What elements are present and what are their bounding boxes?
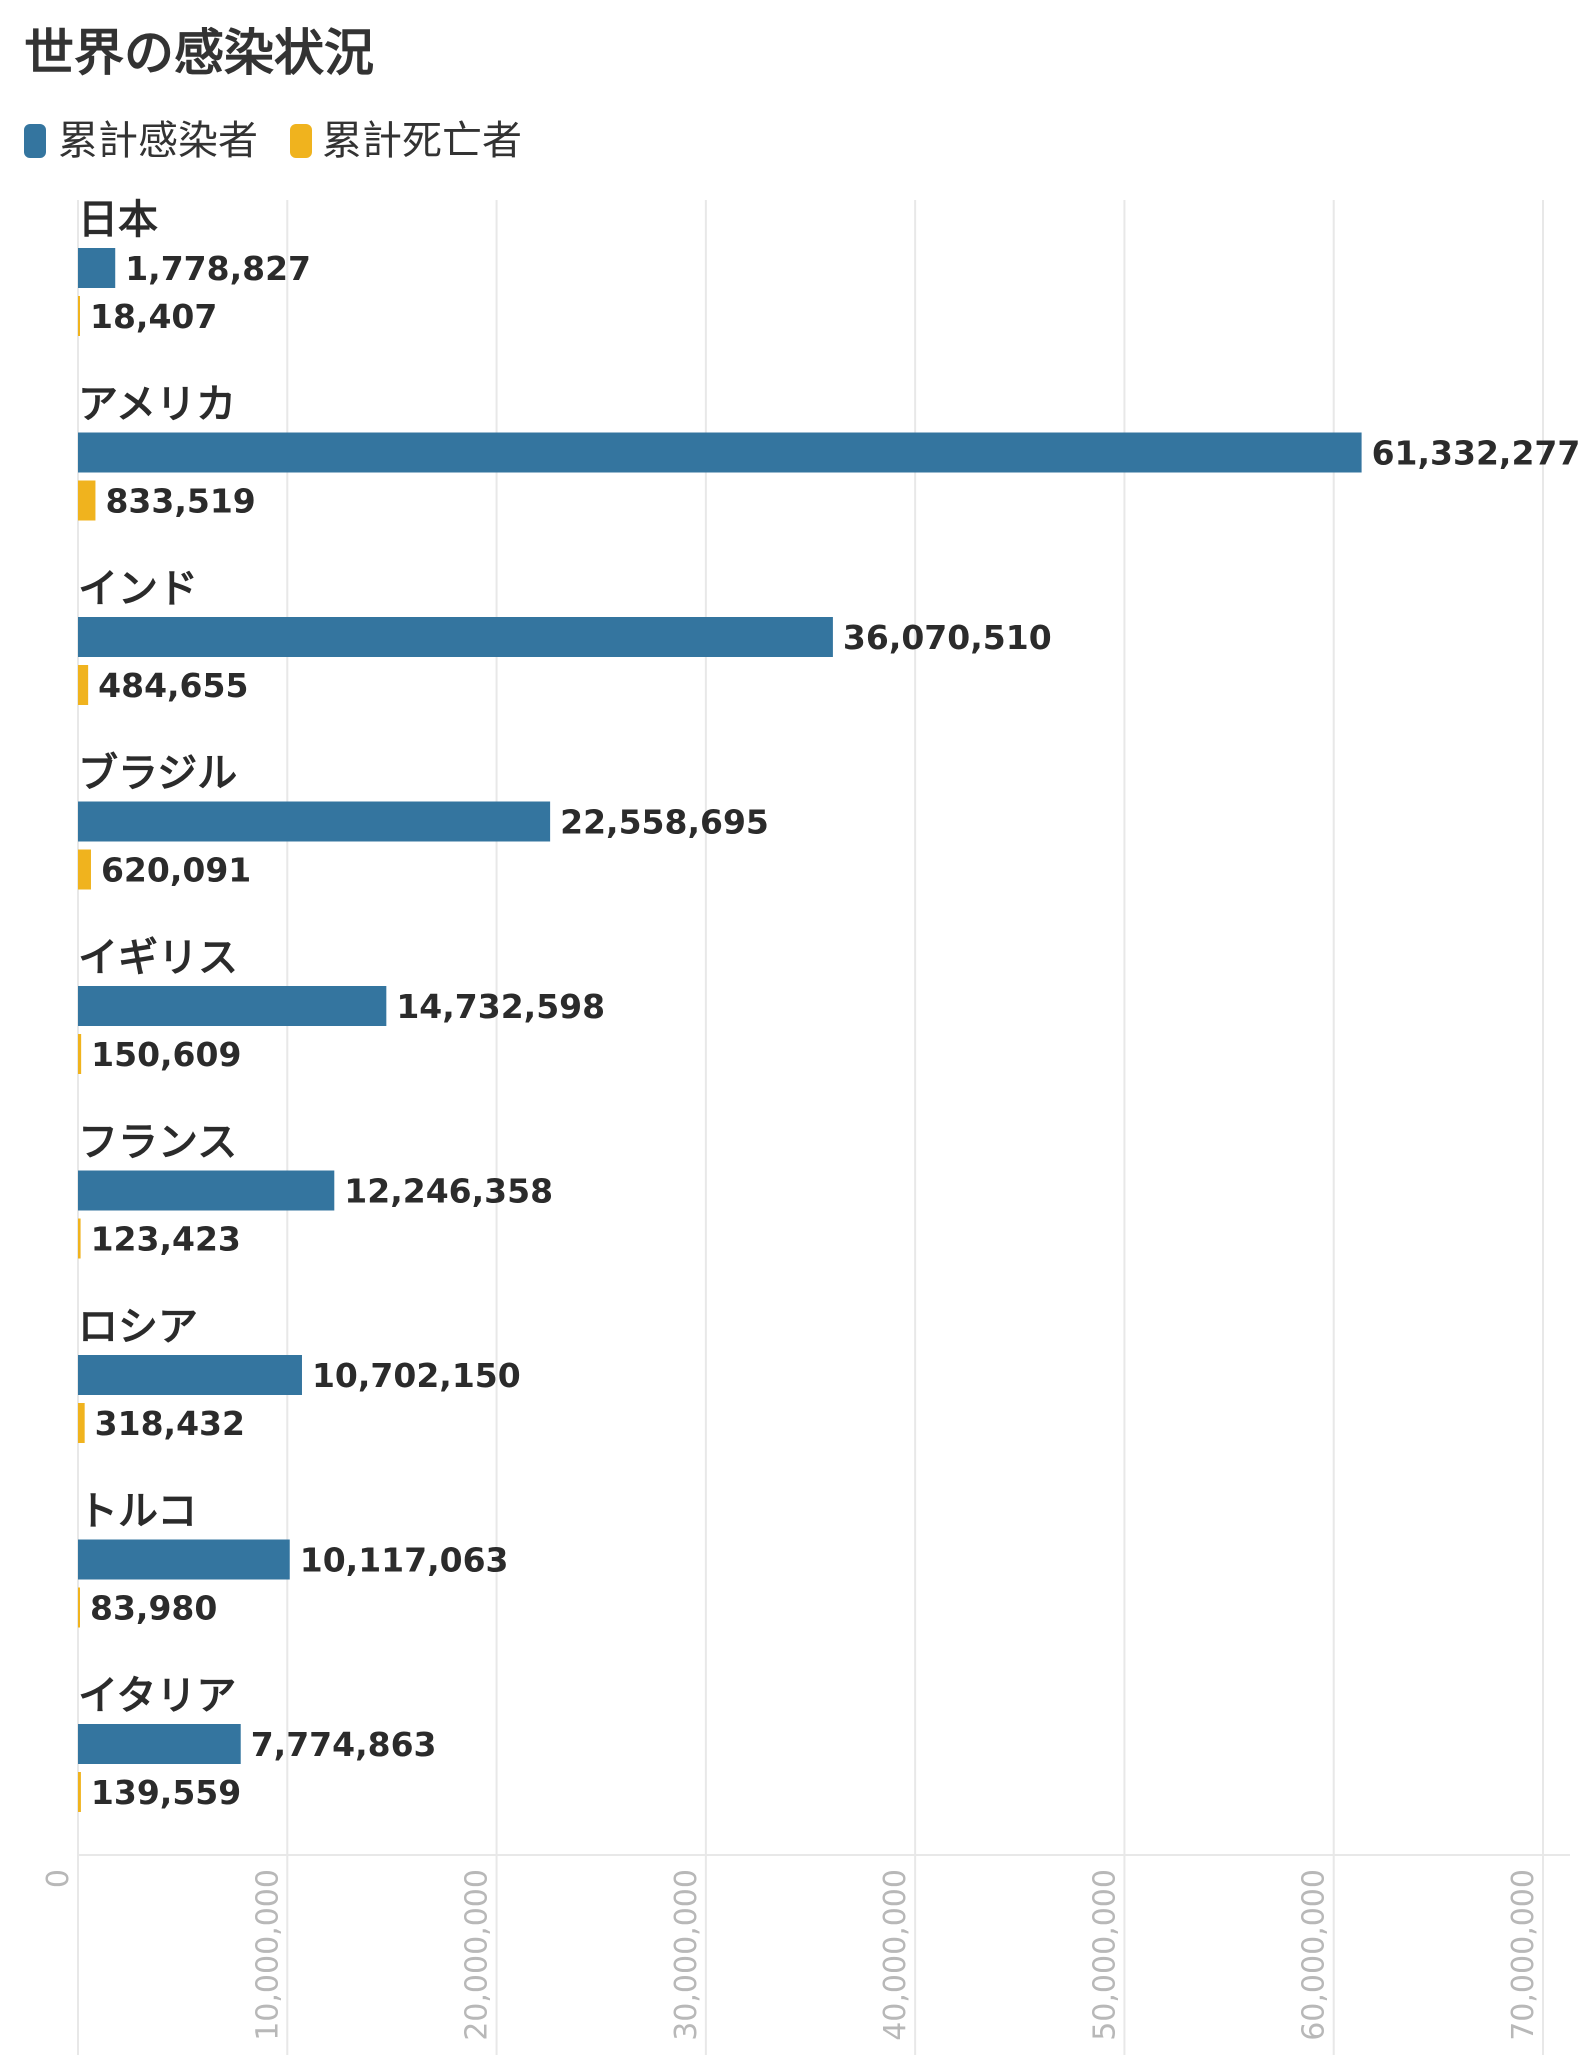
value-label-deaths: 318,432 (95, 1404, 245, 1443)
legend-label-deaths: 累計死亡者 (322, 118, 522, 164)
value-label-deaths: 18,407 (90, 297, 217, 336)
x-axis-ticks: 0 10,000,000 20,000,000 30,000,000 40,000,00… (41, 1869, 1541, 2041)
bar-infected (78, 432, 1362, 473)
category-label: 日本 (78, 197, 158, 243)
value-label-deaths: 620,091 (101, 851, 251, 890)
category-label: フランス (78, 1120, 237, 1166)
value-label-infected: 1,778,827 (125, 249, 311, 288)
x-tick-label: 50,000,000 (1087, 1869, 1122, 2041)
bar-infected (78, 248, 116, 288)
bar-infected (78, 617, 833, 657)
bar-infected (78, 801, 551, 842)
value-label-infected: 36,070,510 (843, 618, 1052, 657)
value-label-deaths: 123,423 (91, 1220, 241, 1259)
category-label: ロシア (78, 1304, 198, 1350)
value-label-deaths: 484,655 (98, 666, 248, 705)
bar-deaths (78, 849, 91, 890)
value-label-deaths: 150,609 (91, 1035, 241, 1074)
category-label: イギリス (78, 935, 238, 981)
x-tick-label: 60,000,000 (1297, 1869, 1332, 2041)
bar-deaths (78, 1034, 82, 1074)
x-tick-label: 0 (41, 1869, 76, 1888)
value-label-deaths: 83,980 (90, 1589, 217, 1628)
bar-deaths (78, 665, 89, 705)
legend-label-infected: 累計感染者 (58, 118, 258, 164)
value-label-infected: 10,117,063 (300, 1541, 509, 1580)
category-label: ブラジル (78, 751, 237, 797)
category-label: トルコ (78, 1489, 197, 1535)
grid-lines (77, 200, 1570, 2055)
x-tick-label: 40,000,000 (878, 1869, 913, 2041)
value-label-infected: 14,732,598 (396, 987, 605, 1026)
bar-infected (78, 1724, 241, 1764)
value-label-deaths: 833,519 (105, 482, 255, 521)
category-label: イタリア (78, 1673, 236, 1719)
value-label-deaths: 139,559 (91, 1773, 241, 1812)
bar-deaths (78, 296, 80, 336)
x-tick-label: 70,000,000 (1506, 1869, 1541, 2041)
bars: 日本 1,778,827 18,407 アメリカ 61,332,277 833,519 イン… (78, 197, 1580, 1812)
chart-title: 世界の感染状況 (24, 24, 374, 82)
x-tick-label: 20,000,000 (460, 1869, 495, 2041)
legend-swatch-deaths (290, 124, 312, 158)
bar-deaths (78, 1403, 85, 1443)
value-label-infected: 10,702,150 (312, 1356, 521, 1395)
bar-infected (78, 1355, 302, 1395)
bar-deaths (78, 1218, 81, 1259)
x-tick-label: 10,000,000 (250, 1869, 285, 2041)
legend: 累計感染者 累計死亡者 (24, 118, 522, 164)
bar-deaths (78, 480, 96, 521)
value-label-infected: 7,774,863 (251, 1725, 437, 1764)
value-label-infected: 12,246,358 (344, 1172, 553, 1211)
category-label: インド (78, 566, 198, 612)
bar-deaths (78, 1772, 81, 1812)
bar-infected (78, 1539, 290, 1580)
bar-infected (78, 986, 387, 1026)
legend-swatch-infected (24, 124, 46, 158)
category-label: アメリカ (78, 382, 236, 428)
x-tick-label: 30,000,000 (669, 1869, 704, 2041)
bar-deaths (78, 1587, 80, 1628)
value-label-infected: 61,332,277 (1372, 434, 1581, 473)
bar-infected (78, 1170, 335, 1211)
value-label-infected: 22,558,695 (560, 803, 769, 842)
